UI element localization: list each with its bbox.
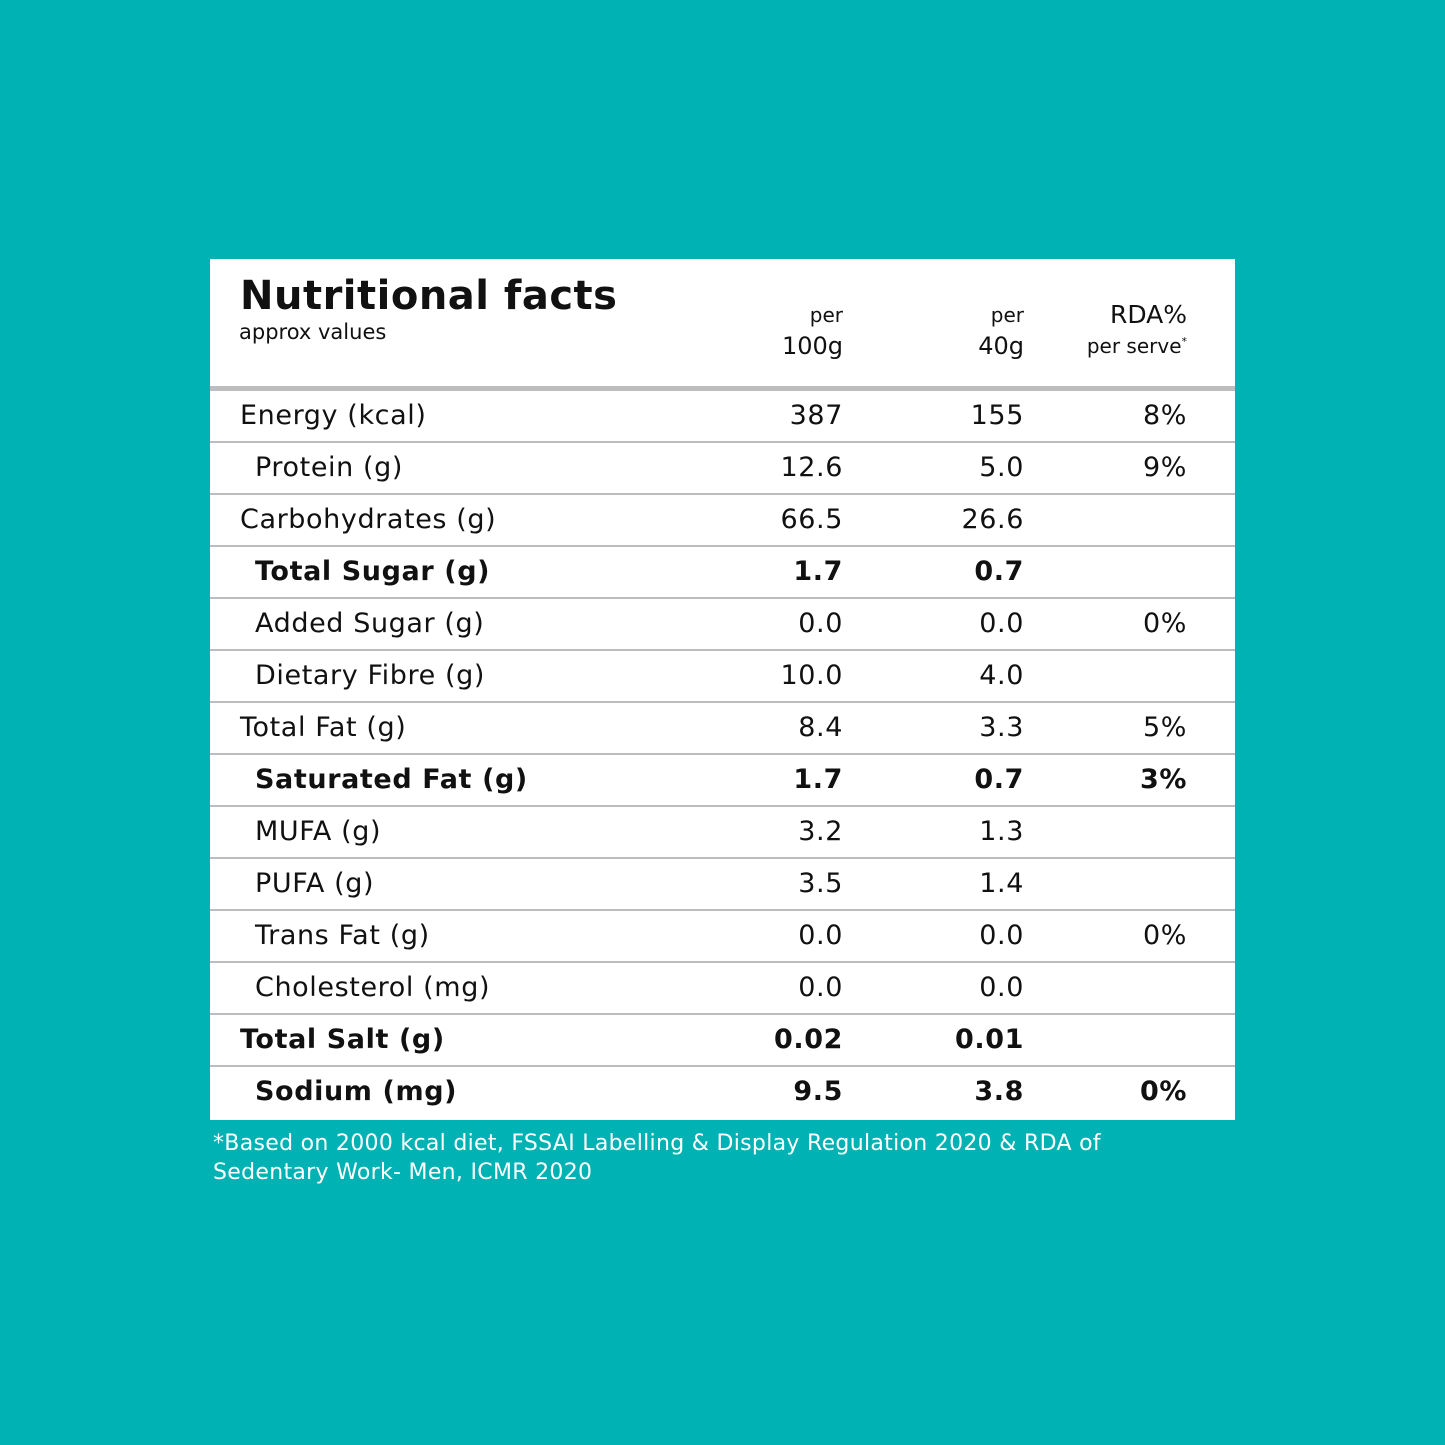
table-row: MUFA (g) 3.2 1.3: [210, 807, 1235, 859]
footnote: *Based on 2000 kcal diet, FSSAI Labellin…: [213, 1129, 1101, 1187]
table-row: Energy (kcal) 387 155 8%: [210, 391, 1235, 443]
nutrition-panel: Nutritional facts approx values per 100g …: [210, 259, 1235, 1120]
column-header: per 40g: [978, 301, 1024, 363]
table: Energy (kcal) 387 155 8% Protein (g) 12.6 5.0 9…: [210, 391, 1235, 1117]
header: Nutritional facts approx values per 100g …: [210, 259, 1235, 391]
footnote-line: *Based on 2000 kcal diet, FSSAI Labellin…: [213, 1131, 1101, 1156]
subtitle: approx values: [239, 320, 387, 344]
column-header: RDA% per serve*: [1087, 301, 1187, 363]
row-label: PUFA (g): [255, 868, 375, 899]
table-row: Saturated Fat (g) 1.7 0.7 3%: [210, 755, 1235, 807]
value-per-100g: 0.0: [798, 972, 843, 1003]
value-per-40g: 26.6: [961, 504, 1024, 535]
row-label: Dietary Fibre (g): [255, 660, 486, 691]
column-top: per: [809, 303, 843, 327]
value-per-100g: 3.2: [798, 816, 843, 847]
row-label: Energy (kcal): [240, 400, 427, 431]
value-per-40g: 0.0: [979, 920, 1024, 951]
value-per-100g: 10.0: [780, 660, 843, 691]
table-row: PUFA (g) 3.5 1.4: [210, 859, 1235, 911]
row-label: Cholesterol (mg): [255, 972, 491, 1003]
value-per-100g: 0.02: [773, 1024, 843, 1055]
row-label: Saturated Fat (g): [255, 764, 528, 795]
value-rda: 0%: [1139, 1076, 1187, 1107]
title: Nutritional facts: [240, 273, 618, 319]
value-per-40g: 1.3: [979, 816, 1024, 847]
table-row: Added Sugar (g) 0.0 0.0 0%: [210, 599, 1235, 651]
value-per-100g: 387: [789, 400, 843, 431]
value-rda: 5%: [1142, 712, 1187, 743]
value-rda: 0%: [1142, 608, 1187, 639]
table-row: Sodium (mg) 9.5 3.8 0%: [210, 1067, 1235, 1117]
row-label: MUFA (g): [255, 816, 382, 847]
value-per-100g: 66.5: [780, 504, 843, 535]
value-per-100g: 1.7: [793, 556, 843, 587]
value-per-100g: 0.0: [798, 608, 843, 639]
value-per-40g: 0.0: [979, 608, 1024, 639]
value-per-40g: 155: [970, 400, 1024, 431]
value-per-40g: 3.8: [974, 1076, 1024, 1107]
value-per-100g: 9.5: [793, 1076, 843, 1107]
value-rda: 9%: [1142, 452, 1187, 483]
row-label: Trans Fat (g): [255, 920, 430, 951]
row-label: Protein (g): [255, 452, 404, 483]
table-row: Trans Fat (g) 0.0 0.0 0%: [210, 911, 1235, 963]
value-per-40g: 0.7: [974, 556, 1024, 587]
footnote-line: Sedentary Work- Men, ICMR 2020: [213, 1160, 593, 1185]
value-per-40g: 4.0: [979, 660, 1024, 691]
value-rda: 0%: [1142, 920, 1187, 951]
column-bottom: 100g: [781, 332, 843, 360]
value-per-100g: 12.6: [780, 452, 843, 483]
table-row: Total Fat (g) 8.4 3.3 5%: [210, 703, 1235, 755]
value-rda: 8%: [1142, 400, 1187, 431]
value-per-40g: 0.7: [974, 764, 1024, 795]
row-label: Added Sugar (g): [255, 608, 485, 639]
value-per-40g: 3.3: [979, 712, 1024, 743]
table-row: Carbohydrates (g) 66.5 26.6: [210, 495, 1235, 547]
row-label: Carbohydrates (g): [240, 504, 497, 535]
value-per-100g: 0.0: [798, 920, 843, 951]
value-per-100g: 3.5: [798, 868, 843, 899]
column-bottom: 40g: [978, 332, 1024, 360]
column-top: RDA%: [1109, 300, 1187, 329]
column-bottom: per serve*: [1087, 329, 1187, 363]
table-row: Protein (g) 12.6 5.0 9%: [210, 443, 1235, 495]
table-row: Total Salt (g) 0.02 0.01: [210, 1015, 1235, 1067]
row-label: Sodium (mg): [255, 1076, 458, 1107]
column-header: per 100g: [782, 301, 843, 363]
value-per-40g: 1.4: [979, 868, 1024, 899]
value-per-100g: 1.7: [793, 764, 843, 795]
column-bottom-text: per serve: [1086, 334, 1182, 358]
value-per-40g: 5.0: [979, 452, 1024, 483]
row-label: Total Salt (g): [240, 1024, 445, 1055]
row-label: Total Sugar (g): [255, 556, 491, 587]
table-row: Total Sugar (g) 1.7 0.7: [210, 547, 1235, 599]
table-row: Cholesterol (mg) 0.0 0.0: [210, 963, 1235, 1015]
value-per-40g: 0.01: [954, 1024, 1024, 1055]
column-top: per: [990, 303, 1024, 327]
footnote-mark: *: [1181, 335, 1188, 348]
row-label: Total Fat (g): [240, 712, 407, 743]
value-per-100g: 8.4: [798, 712, 843, 743]
table-row: Dietary Fibre (g) 10.0 4.0: [210, 651, 1235, 703]
value-per-40g: 0.0: [979, 972, 1024, 1003]
value-rda: 3%: [1139, 764, 1187, 795]
